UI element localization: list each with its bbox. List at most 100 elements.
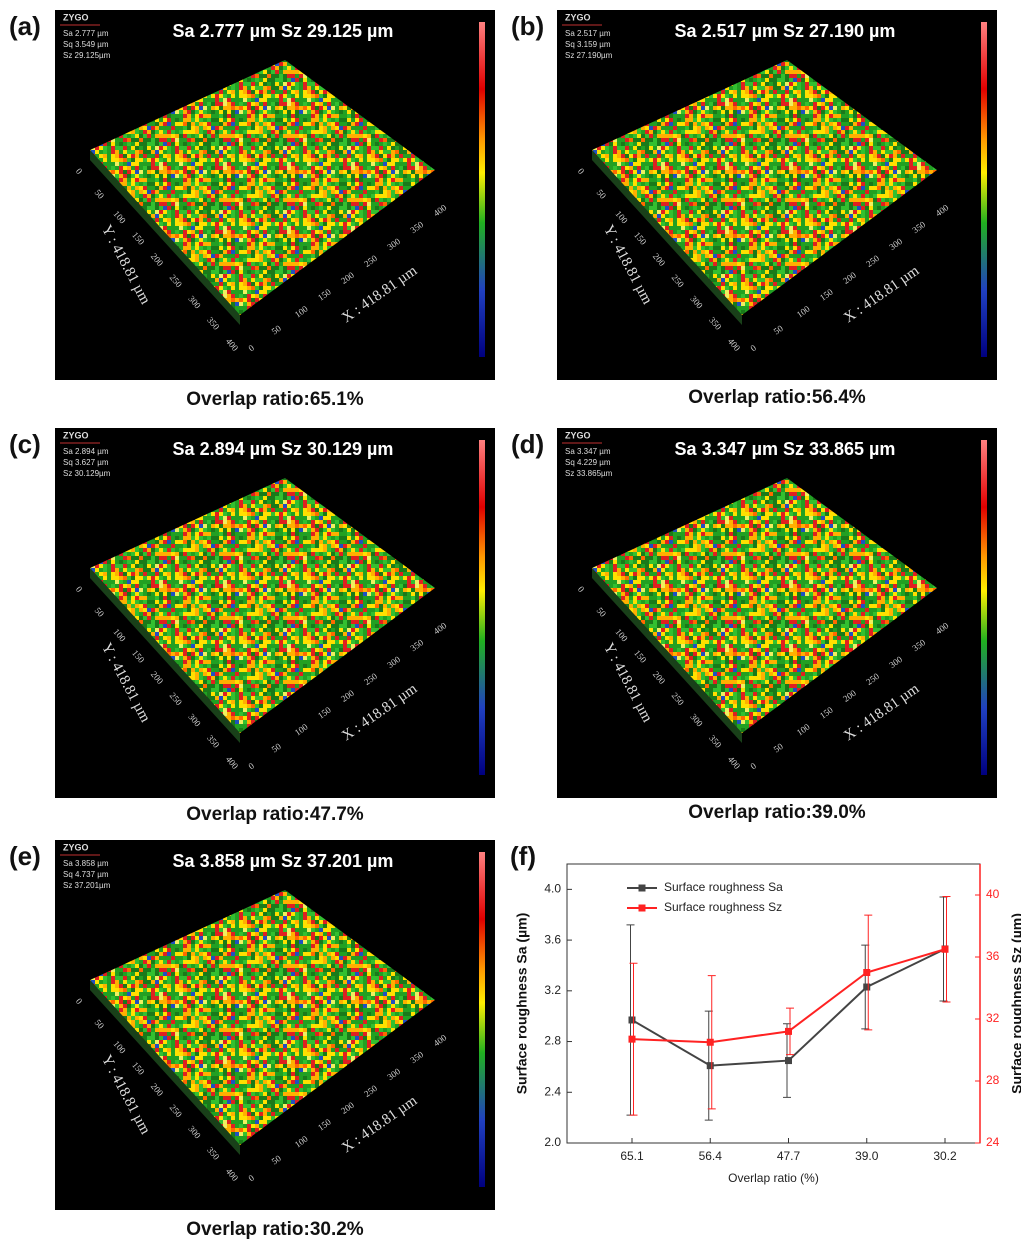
point xyxy=(785,1027,792,1035)
x-tick: 0 xyxy=(749,342,759,353)
legend-marker xyxy=(638,904,646,912)
y-tick-label: 3.6 xyxy=(544,932,561,946)
surface-panel: ZYGO Sa 2.894 µm Sq 3.627 µm Sz 30.129µm Sa … xyxy=(55,428,495,798)
color-bar xyxy=(479,22,485,357)
stat: Sz 33.865µm xyxy=(565,469,613,478)
y-tick: 0 xyxy=(576,584,587,594)
stat: Sq 3.159 µm xyxy=(565,40,611,49)
y-tick: 0 xyxy=(74,584,85,594)
stat: Sq 4.737 µm xyxy=(63,870,109,879)
point xyxy=(941,945,949,953)
stat: Sa 2.517 µm xyxy=(565,29,611,38)
stat: Sz 37.201µm xyxy=(63,881,111,890)
surface-side xyxy=(592,150,742,325)
panel-label: (f) xyxy=(510,841,536,871)
surface xyxy=(90,478,435,733)
y-axis-label: Surface roughness Sa (µm) xyxy=(514,913,530,1095)
caption: Overlap ratio:65.1% xyxy=(186,389,364,410)
logo: ZYGO xyxy=(565,430,591,440)
x-tick-label: 39.0 xyxy=(855,1149,879,1163)
point xyxy=(628,1016,636,1024)
surface xyxy=(90,890,435,1145)
stat: Sa 3.347 µm xyxy=(565,447,611,456)
legend-label: Surface roughness Sz xyxy=(664,900,782,914)
y-tick-label: 3.2 xyxy=(544,983,561,997)
point xyxy=(706,1038,714,1046)
surface-panel: ZYGO Sa 3.858 µm Sq 4.737 µm Sz 37.201µm Sa … xyxy=(55,840,495,1210)
y2-tick-label: 36 xyxy=(986,949,1000,963)
panel-label: (e) xyxy=(9,841,41,871)
y-tick-label: 2.4 xyxy=(544,1084,561,1098)
surface-side xyxy=(592,568,742,743)
y-tick: 0 xyxy=(576,166,587,176)
x-tick-label: 65.1 xyxy=(620,1149,644,1163)
surface xyxy=(592,60,937,315)
panel-label: (c) xyxy=(9,429,41,459)
y-tick-label: 2.8 xyxy=(544,1034,561,1048)
y-tick: 0 xyxy=(74,996,85,1006)
panel-label: (a) xyxy=(9,11,41,41)
y-tick: 0 xyxy=(74,166,85,176)
caption: Overlap ratio:56.4% xyxy=(688,387,866,408)
x-tick: 0 xyxy=(247,1172,257,1183)
color-bar xyxy=(479,440,485,775)
stat: Sz 29.125µm xyxy=(63,51,111,60)
surface-panel: ZYGO Sa 2.517 µm Sq 3.159 µm Sz 27.190µm Sa … xyxy=(557,10,997,380)
stat: Sz 30.129µm xyxy=(63,469,111,478)
point xyxy=(863,983,871,991)
surface-panel: ZYGO Sa 3.347 µm Sq 4.229 µm Sz 33.865µm Sa … xyxy=(557,428,997,798)
panel-header: Sa 3.347 µm Sz 33.865 µm xyxy=(675,439,896,459)
stat: Sa 2.894 µm xyxy=(63,447,109,456)
x-axis-label: Overlap ratio (%) xyxy=(728,1171,819,1185)
y2-tick-label: 40 xyxy=(986,887,1000,901)
caption: Overlap ratio:30.2% xyxy=(186,1219,364,1240)
panel-header: Sa 2.777 µm Sz 29.125 µm xyxy=(173,21,394,41)
panel-header: Sa 3.858 µm Sz 37.201 µm xyxy=(173,851,394,871)
surface-panel: ZYGO Sa 2.777 µm Sq 3.549 µm Sz 29.125µm Sa … xyxy=(55,10,495,380)
stat: Sq 3.627 µm xyxy=(63,458,109,467)
caption: Overlap ratio:39.0% xyxy=(688,802,866,823)
y-tick-label: 4.0 xyxy=(544,882,561,896)
caption: Overlap ratio:47.7% xyxy=(186,804,364,825)
stat: Sz 27.190µm xyxy=(565,51,613,60)
series-line xyxy=(631,948,946,1067)
panel-label: (d) xyxy=(511,429,544,459)
x-tick: 0 xyxy=(247,760,257,771)
surface xyxy=(592,478,937,733)
surface-side xyxy=(90,150,240,325)
x-tick: 0 xyxy=(247,342,257,353)
panel-header: Sa 2.517 µm Sz 27.190 µm xyxy=(675,21,896,41)
x-tick-label: 56.4 xyxy=(699,1149,723,1163)
legend-label: Surface roughness Sa xyxy=(664,880,783,894)
logo: ZYGO xyxy=(63,430,89,440)
stat: Sq 3.549 µm xyxy=(63,40,109,49)
color-bar xyxy=(479,852,485,1187)
y2-axis-label: Surface roughness Sz (µm) xyxy=(1009,913,1021,1094)
logo: ZYGO xyxy=(565,12,591,22)
point xyxy=(863,969,871,976)
surface xyxy=(90,60,435,315)
y2-tick-label: 24 xyxy=(986,1135,1000,1149)
y-tick-label: 2.0 xyxy=(544,1135,561,1149)
y2-tick-label: 32 xyxy=(986,1011,1000,1025)
point xyxy=(785,1057,792,1065)
panel-label: (b) xyxy=(511,11,544,41)
logo: ZYGO xyxy=(63,12,89,22)
point xyxy=(628,1035,636,1043)
panel-header: Sa 2.894 µm Sz 30.129 µm xyxy=(173,439,394,459)
logo: ZYGO xyxy=(63,842,89,852)
point xyxy=(706,1062,714,1070)
legend-marker xyxy=(638,884,646,892)
stat: Sa 3.858 µm xyxy=(63,859,109,868)
stat: Sq 4.229 µm xyxy=(565,458,611,467)
stat: Sa 2.777 µm xyxy=(63,29,109,38)
color-bar xyxy=(981,440,987,775)
color-bar xyxy=(981,22,987,357)
x-tick-label: 30.2 xyxy=(933,1149,957,1163)
x-tick-label: 47.7 xyxy=(777,1149,801,1163)
y2-tick-label: 28 xyxy=(986,1073,1000,1087)
surface-side xyxy=(90,980,240,1155)
x-tick: 0 xyxy=(749,760,759,771)
surface-side xyxy=(90,568,240,743)
